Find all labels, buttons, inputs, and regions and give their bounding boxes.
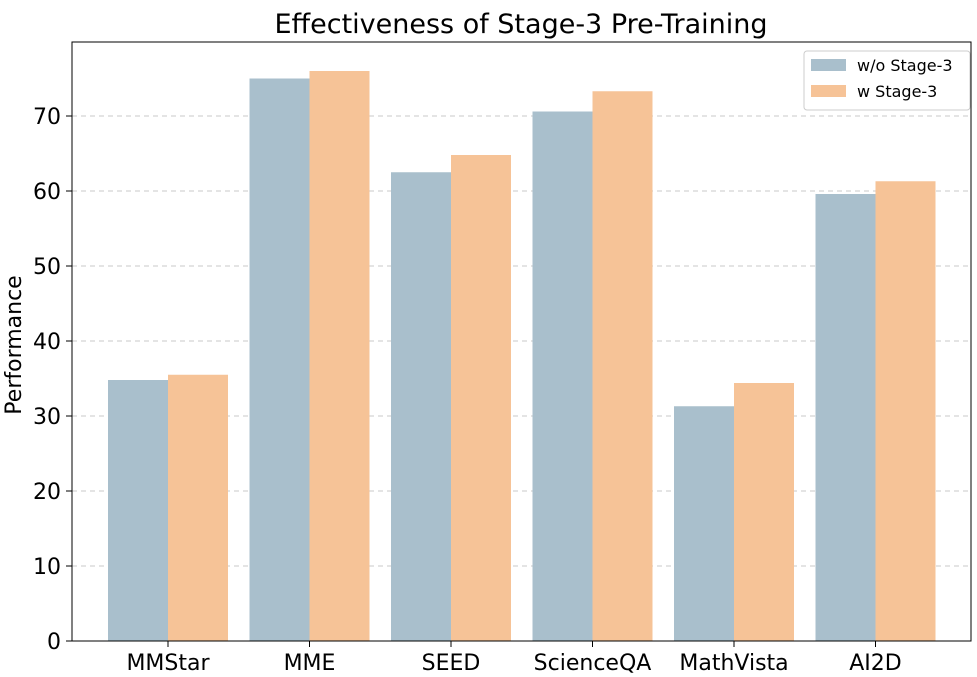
x-tick-label: SEED — [422, 651, 481, 676]
x-tick-label: MME — [284, 651, 336, 676]
legend-label-with-stage3: w Stage-3 — [857, 82, 937, 101]
x-tick-label: AI2D — [849, 651, 901, 676]
chart-title: Effectiveness of Stage-3 Pre-Training — [274, 9, 767, 40]
legend: w/o Stage-3 w Stage-3 — [803, 50, 971, 111]
x-tick-label: MathVista — [679, 651, 788, 676]
y-tick-label: 10 — [33, 555, 61, 580]
bar-ai2d-with-stage3 — [875, 181, 936, 641]
legend-swatch-with-stage3 — [811, 85, 846, 97]
x-tick-label: MMStar — [126, 651, 210, 676]
bar-mmstar-without-stage3 — [108, 380, 168, 641]
bar-mmstar-with-stage3 — [168, 374, 228, 641]
x-axis-ticks: MMStar MME SEED ScienceQA MathVista AI2D — [126, 641, 902, 676]
y-tick-label: 70 — [33, 105, 61, 130]
x-tick-label: ScienceQA — [534, 651, 652, 676]
y-axis-label: Performance — [2, 275, 27, 414]
bar-mathvista-without-stage3 — [674, 406, 734, 641]
y-tick-label: 0 — [47, 630, 61, 655]
bar-mme-without-stage3 — [249, 78, 310, 641]
y-tick-label: 20 — [33, 480, 61, 505]
y-tick-label: 50 — [33, 255, 61, 280]
bars — [108, 71, 936, 641]
bar-scienceqa-with-stage3 — [592, 91, 653, 641]
y-tick-label: 40 — [33, 330, 61, 355]
y-tick-label: 60 — [33, 180, 61, 205]
bar-scienceqa-without-stage3 — [532, 111, 593, 641]
bar-mme-with-stage3 — [309, 71, 370, 641]
legend-swatch-without-stage3 — [811, 59, 846, 71]
bar-seed-without-stage3 — [391, 172, 451, 641]
legend-label-without-stage3: w/o Stage-3 — [857, 56, 953, 75]
bar-ai2d-without-stage3 — [815, 194, 876, 641]
bar-mathvista-with-stage3 — [734, 383, 794, 641]
y-axis-ticks: 0 10 20 30 40 50 60 70 — [33, 105, 72, 655]
bar-seed-with-stage3 — [451, 155, 511, 641]
y-tick-label: 30 — [33, 405, 61, 430]
